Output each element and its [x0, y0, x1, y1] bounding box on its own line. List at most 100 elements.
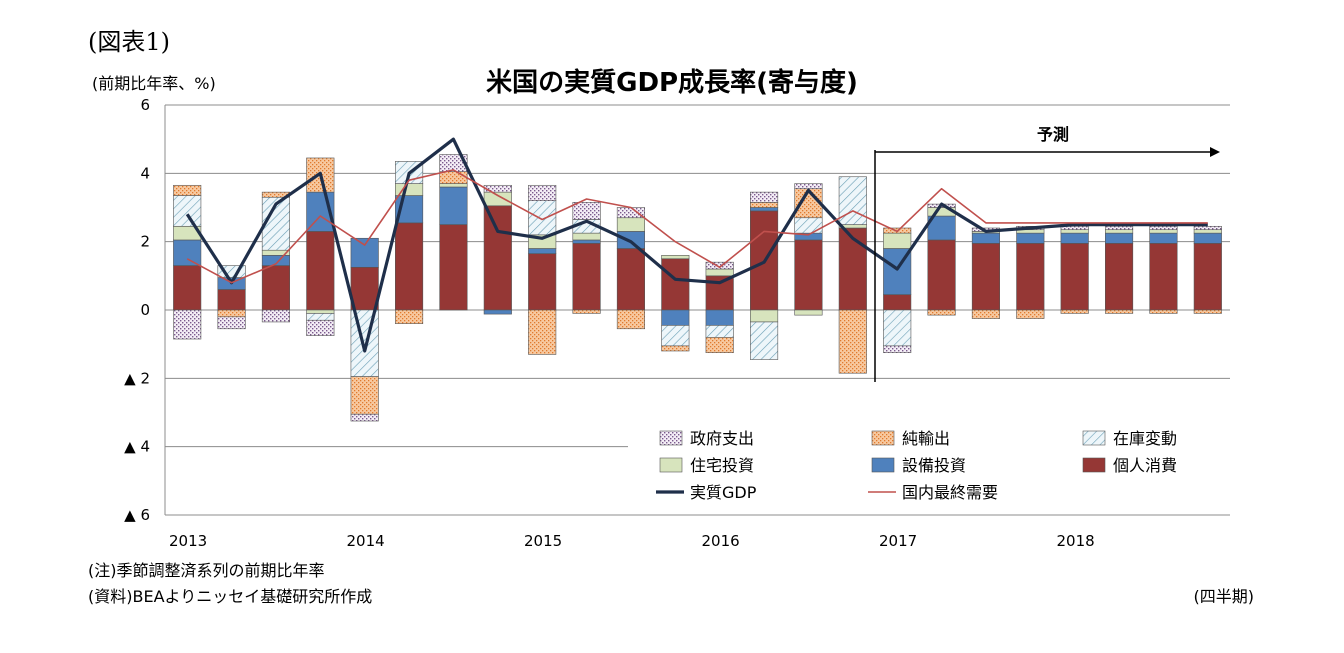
bar-consumption	[1105, 243, 1134, 311]
x-tick-label: 2013	[169, 532, 207, 550]
bar-layer	[173, 154, 1222, 422]
grid-layer	[164, 104, 1230, 516]
bar-netexp	[572, 309, 601, 314]
forecast-arrowhead	[1210, 147, 1220, 157]
y-tick-label: 0	[140, 301, 150, 319]
bar-consumption	[1193, 243, 1222, 311]
bar-consumption	[439, 224, 468, 311]
bar-gov	[1105, 225, 1134, 231]
bar-capex	[1060, 232, 1089, 244]
bar-netexp	[927, 309, 956, 316]
legend-label-consumption: 個人消費	[1113, 456, 1177, 475]
bar-consumption	[661, 258, 690, 311]
bar-consumption	[1149, 243, 1178, 311]
bar-capex	[350, 237, 379, 268]
bar-inventory	[661, 325, 690, 347]
bar-consumption	[306, 231, 335, 311]
bar-housing	[661, 255, 690, 260]
figure-label: (図表1)	[88, 28, 170, 56]
bar-gov	[173, 309, 202, 340]
bar-housing	[1105, 229, 1134, 234]
legend-label-domestic: 国内最終需要	[902, 483, 998, 502]
footnote: (注)季節調整済系列の前期比年率	[88, 561, 325, 580]
bar-netexp	[173, 184, 202, 196]
bar-gov	[883, 345, 912, 354]
x-axis: 2013 2014 2015 2016 2017 2018	[169, 532, 1095, 550]
legend-swatch-inventory	[1082, 430, 1106, 446]
bar-housing	[616, 217, 645, 232]
bar-capex	[1149, 232, 1178, 244]
bar-housing	[1060, 229, 1089, 234]
bar-consumption	[350, 266, 379, 311]
legend-swatch-gov	[659, 430, 683, 446]
bar-inventory	[350, 309, 379, 377]
bar-housing	[750, 309, 779, 323]
bar-housing	[1193, 229, 1222, 234]
bar-consumption	[528, 253, 557, 311]
bar-gov	[750, 191, 779, 203]
line-layer	[185, 137, 1208, 353]
bar-consumption	[483, 205, 512, 311]
legend-label-capex: 設備投資	[902, 456, 966, 475]
y-tick-label: 6	[140, 96, 150, 114]
bar-netexp	[750, 202, 779, 208]
bar-capex	[1193, 232, 1222, 244]
y-tick-label: 2	[140, 233, 150, 251]
bar-netexp	[350, 376, 379, 415]
x-tick-label: 2015	[524, 532, 562, 550]
bar-gov	[572, 202, 601, 220]
bar-capex	[483, 309, 512, 315]
bar-consumption	[572, 243, 601, 311]
bar-inventory	[528, 200, 557, 236]
bar-netexp	[217, 309, 246, 318]
bar-capex	[750, 207, 779, 212]
bar-consumption	[838, 227, 867, 311]
bar-housing	[572, 232, 601, 241]
legend-swatch-netexp	[871, 430, 895, 446]
y-tick-label: ▲ 2	[124, 369, 150, 387]
bar-housing	[1149, 229, 1178, 234]
bar-netexp	[1060, 309, 1089, 314]
bar-consumption	[971, 243, 1000, 311]
bar-capex	[1016, 232, 1045, 244]
x-tick-label: 2018	[1057, 532, 1095, 550]
bar-netexp	[1193, 309, 1222, 314]
bar-inventory	[306, 313, 335, 321]
legend-label-gdp: 実質GDP	[690, 483, 757, 502]
bar-gov	[794, 183, 823, 190]
bar-capex	[439, 186, 468, 225]
bar-capex	[971, 232, 1000, 244]
x-tick-label: 2017	[879, 532, 917, 550]
bar-consumption	[173, 265, 202, 311]
bar-inventory	[794, 217, 823, 234]
y-tick-label: ▲ 4	[124, 438, 150, 456]
x-tick-label: 2016	[702, 532, 740, 550]
y-tick-label: ▲ 6	[124, 506, 150, 524]
bar-housing	[306, 309, 335, 314]
bar-netexp	[971, 309, 1000, 319]
chart-title: 米国の実質GDP成長率(寄与度)	[486, 68, 858, 98]
bar-netexp	[395, 309, 424, 324]
bar-gov	[528, 184, 557, 201]
bar-gov	[306, 319, 335, 336]
bar-gov	[1060, 225, 1089, 231]
bar-consumption	[1060, 243, 1089, 311]
bar-housing	[439, 183, 468, 188]
bar-consumption	[1016, 243, 1045, 311]
source-note: (資料)BEAよりニッセイ基礎研究所作成	[88, 587, 373, 606]
bar-gov	[261, 309, 290, 323]
series-line-gdp	[185, 137, 1208, 353]
bar-gov	[217, 316, 246, 330]
bar-netexp	[1149, 309, 1178, 314]
y-tick-label: 4	[140, 164, 150, 182]
y-axis: 6 4 2 0 ▲ 2 ▲ 4 ▲ 6	[124, 96, 150, 524]
bar-netexp	[616, 309, 645, 330]
bar-consumption	[794, 239, 823, 311]
bar-consumption	[883, 294, 912, 311]
forecast-marker: 予測	[874, 125, 1220, 382]
bar-inventory	[705, 325, 734, 338]
legend-label-gov: 政府支出	[690, 429, 754, 448]
legend-swatch-consumption	[1082, 457, 1106, 473]
